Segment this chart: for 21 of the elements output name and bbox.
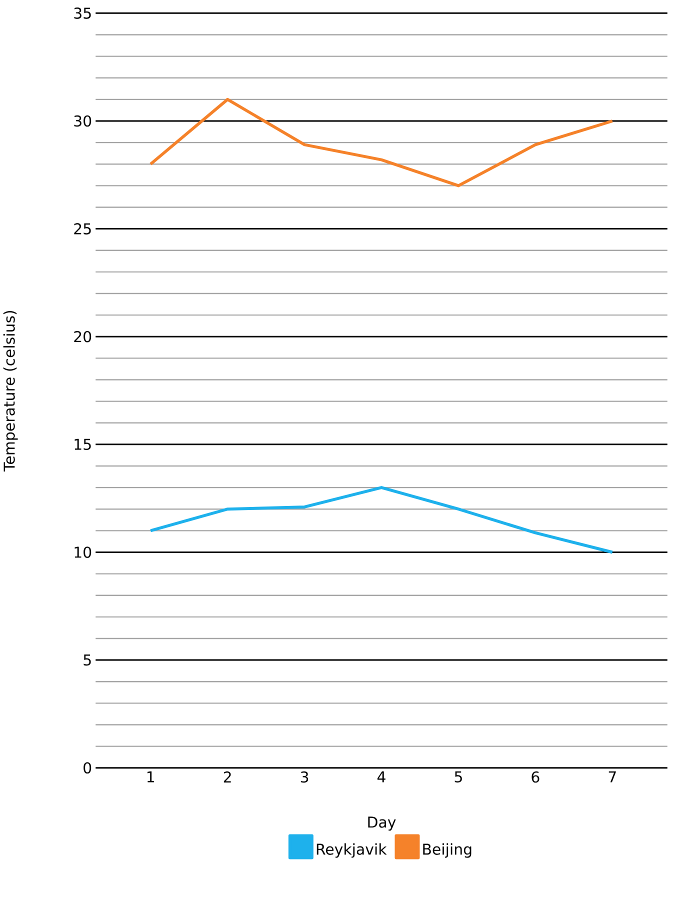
x-axis-title: Day [368, 816, 396, 831]
y-tick-label: 15 [74, 438, 92, 450]
y-tick-label: 25 [74, 223, 92, 234]
y-tick-label: 5 [84, 654, 92, 666]
y-tick-label: 20 [74, 330, 92, 342]
y-tick-label: 10 [74, 546, 92, 558]
y-tick-label: 30 [74, 115, 92, 127]
y-tick-label: 0 [84, 762, 92, 774]
x-tick-label: 7 [609, 771, 616, 782]
line-series [149, 486, 614, 554]
x-tick-label: 1 [148, 771, 154, 782]
line-series [149, 98, 614, 188]
x-tick-label: 3 [301, 771, 308, 783]
legend-label: Reykjavik [317, 843, 387, 858]
x-tick-label: 5 [455, 771, 462, 782]
x-tick-label: 6 [532, 771, 540, 783]
y-axis-title: Temperature (celsius) [4, 310, 18, 472]
y-tick-label: 35 [74, 8, 92, 19]
legend-label: Beijing [423, 843, 472, 858]
x-tick-label: 4 [378, 771, 386, 782]
x-tick-label: 2 [224, 771, 232, 782]
